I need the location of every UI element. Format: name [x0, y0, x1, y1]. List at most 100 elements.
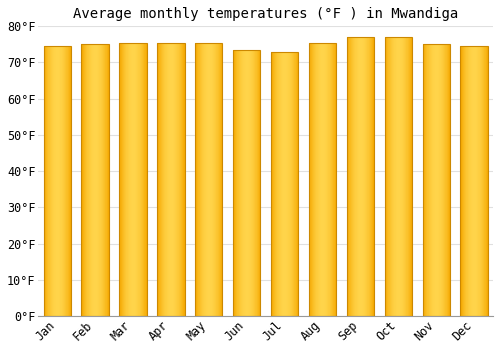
Bar: [368, 37, 369, 316]
Bar: [323, 43, 324, 316]
Bar: [440, 44, 441, 316]
Bar: [90, 44, 92, 316]
Bar: [176, 43, 177, 316]
Bar: [439, 44, 440, 316]
Bar: [320, 43, 321, 316]
Bar: [274, 52, 275, 316]
Bar: [62, 46, 63, 316]
Bar: [468, 46, 469, 316]
Bar: [351, 37, 352, 316]
Bar: [206, 43, 207, 316]
Bar: [461, 46, 462, 316]
Bar: [486, 46, 487, 316]
Bar: [477, 46, 478, 316]
Bar: [125, 43, 126, 316]
Bar: [384, 37, 385, 316]
Bar: [402, 37, 403, 316]
Bar: [433, 44, 434, 316]
Bar: [349, 37, 350, 316]
Bar: [61, 46, 62, 316]
Bar: [324, 43, 325, 316]
Bar: [216, 43, 217, 316]
Bar: [312, 43, 313, 316]
Bar: [318, 43, 319, 316]
Bar: [259, 50, 260, 316]
Bar: [470, 46, 471, 316]
Bar: [358, 37, 359, 316]
Bar: [389, 37, 390, 316]
Bar: [356, 37, 357, 316]
Bar: [354, 37, 355, 316]
Bar: [89, 44, 90, 316]
Bar: [159, 43, 160, 316]
Bar: [296, 52, 297, 316]
Bar: [467, 46, 468, 316]
Bar: [295, 52, 296, 316]
Bar: [400, 37, 401, 316]
Bar: [233, 50, 260, 316]
Bar: [469, 46, 470, 316]
Bar: [449, 44, 450, 316]
Bar: [327, 43, 328, 316]
Bar: [51, 46, 52, 316]
Bar: [387, 37, 388, 316]
Bar: [241, 50, 242, 316]
Bar: [363, 37, 364, 316]
Bar: [84, 44, 86, 316]
Bar: [213, 43, 214, 316]
Bar: [331, 43, 332, 316]
Bar: [294, 52, 295, 316]
Bar: [408, 37, 409, 316]
Bar: [348, 37, 349, 316]
Bar: [392, 37, 393, 316]
Bar: [158, 43, 159, 316]
Bar: [207, 43, 208, 316]
Bar: [326, 43, 327, 316]
Bar: [406, 37, 407, 316]
Bar: [105, 44, 106, 316]
Bar: [335, 43, 336, 316]
Bar: [133, 43, 134, 316]
Bar: [465, 46, 466, 316]
Bar: [435, 44, 436, 316]
Bar: [66, 46, 67, 316]
Bar: [121, 43, 122, 316]
Bar: [180, 43, 182, 316]
Bar: [82, 44, 108, 316]
Bar: [56, 46, 57, 316]
Bar: [463, 46, 464, 316]
Bar: [397, 37, 398, 316]
Bar: [183, 43, 184, 316]
Bar: [355, 37, 356, 316]
Bar: [466, 46, 467, 316]
Bar: [127, 43, 128, 316]
Bar: [462, 46, 463, 316]
Bar: [145, 43, 146, 316]
Bar: [248, 50, 249, 316]
Bar: [432, 44, 433, 316]
Bar: [208, 43, 209, 316]
Bar: [361, 37, 362, 316]
Bar: [422, 44, 450, 316]
Bar: [309, 43, 336, 316]
Bar: [255, 50, 256, 316]
Bar: [434, 44, 435, 316]
Bar: [92, 44, 93, 316]
Bar: [279, 52, 280, 316]
Bar: [88, 44, 89, 316]
Bar: [475, 46, 476, 316]
Bar: [447, 44, 448, 316]
Bar: [282, 52, 283, 316]
Bar: [129, 43, 130, 316]
Bar: [460, 46, 487, 316]
Bar: [367, 37, 368, 316]
Bar: [195, 43, 222, 316]
Bar: [399, 37, 400, 316]
Bar: [244, 50, 245, 316]
Bar: [347, 37, 348, 316]
Bar: [83, 44, 84, 316]
Bar: [350, 37, 351, 316]
Bar: [136, 43, 137, 316]
Bar: [122, 43, 123, 316]
Bar: [334, 43, 335, 316]
